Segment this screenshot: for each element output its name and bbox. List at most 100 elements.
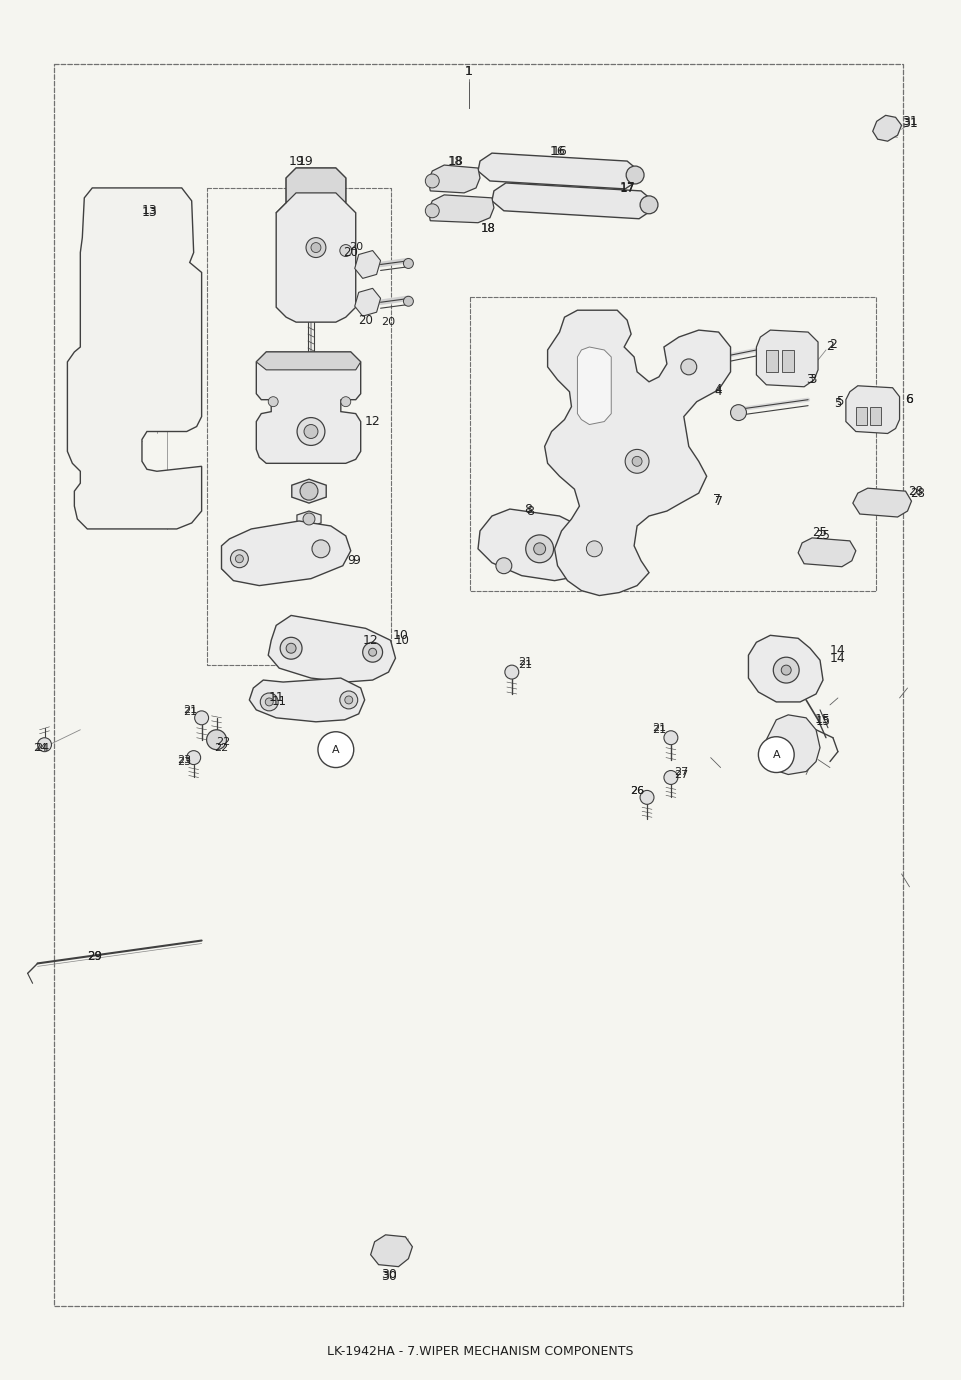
Circle shape (404, 258, 413, 269)
Text: 17: 17 (619, 182, 635, 196)
Text: 19: 19 (288, 155, 304, 167)
Circle shape (281, 638, 302, 660)
Text: 5: 5 (836, 395, 844, 408)
Polygon shape (276, 168, 356, 322)
Circle shape (231, 549, 248, 567)
Text: 20: 20 (349, 241, 363, 251)
Text: 20: 20 (343, 246, 358, 259)
Text: 30: 30 (381, 1270, 397, 1283)
Text: 12: 12 (365, 415, 381, 428)
Text: 6: 6 (905, 393, 914, 406)
Circle shape (265, 698, 273, 707)
Text: 29: 29 (86, 949, 102, 963)
Text: 12: 12 (362, 633, 379, 647)
Circle shape (640, 196, 658, 214)
Circle shape (781, 665, 791, 675)
Circle shape (505, 665, 519, 679)
Text: 1: 1 (465, 65, 473, 79)
Text: 6: 6 (905, 393, 914, 406)
Polygon shape (873, 116, 901, 141)
Polygon shape (221, 522, 351, 585)
Polygon shape (578, 346, 611, 425)
Text: 30: 30 (381, 1268, 397, 1281)
Text: 8: 8 (524, 502, 531, 516)
Text: 22: 22 (214, 742, 229, 752)
Text: A: A (333, 745, 339, 755)
Text: 27: 27 (674, 770, 688, 780)
Circle shape (426, 204, 439, 218)
Text: 18: 18 (480, 222, 495, 235)
Polygon shape (766, 715, 820, 774)
Text: 14: 14 (830, 643, 846, 657)
Bar (782, 351, 794, 371)
Circle shape (340, 244, 352, 257)
Text: 20: 20 (382, 317, 396, 327)
Circle shape (195, 711, 209, 724)
Circle shape (627, 166, 644, 184)
Circle shape (496, 558, 512, 574)
Text: 15: 15 (815, 713, 831, 726)
Polygon shape (846, 386, 899, 433)
Text: 2: 2 (826, 341, 834, 353)
Text: 14: 14 (830, 651, 846, 665)
Circle shape (268, 396, 278, 407)
Text: 21: 21 (518, 660, 531, 671)
Circle shape (632, 457, 642, 466)
Polygon shape (355, 251, 381, 279)
Circle shape (311, 243, 321, 253)
Circle shape (235, 555, 243, 563)
Circle shape (318, 731, 354, 767)
Polygon shape (286, 168, 346, 203)
Text: LK-1942HA - 7.WIPER MECHANISM COMPONENTS: LK-1942HA - 7.WIPER MECHANISM COMPONENTS (327, 1344, 633, 1358)
Polygon shape (355, 288, 381, 316)
Text: 13: 13 (142, 204, 158, 217)
Circle shape (758, 737, 794, 773)
Circle shape (300, 482, 318, 500)
Circle shape (640, 791, 654, 805)
Text: 13: 13 (142, 206, 158, 219)
Polygon shape (297, 511, 321, 527)
Circle shape (341, 396, 351, 407)
Text: 22: 22 (216, 737, 231, 747)
Circle shape (730, 404, 747, 421)
Text: 26: 26 (630, 787, 644, 796)
Circle shape (260, 693, 278, 711)
Text: 20: 20 (358, 313, 373, 327)
Text: 27: 27 (674, 766, 688, 777)
Text: 5: 5 (834, 397, 842, 410)
Text: 25: 25 (813, 526, 827, 540)
Text: A: A (773, 749, 780, 759)
Polygon shape (478, 153, 639, 189)
Text: 10: 10 (395, 633, 410, 647)
Text: 29: 29 (86, 949, 102, 963)
Circle shape (533, 542, 546, 555)
Polygon shape (249, 678, 364, 722)
Text: 10: 10 (392, 629, 408, 642)
Circle shape (37, 738, 52, 752)
Text: 3: 3 (809, 374, 817, 386)
Circle shape (680, 359, 697, 375)
Text: 4: 4 (715, 384, 723, 396)
Text: 9: 9 (347, 555, 355, 567)
Text: 8: 8 (526, 505, 533, 518)
Text: 24: 24 (36, 742, 50, 752)
Bar (870, 407, 880, 425)
Text: 23: 23 (177, 756, 191, 766)
Text: 21: 21 (652, 723, 666, 733)
Text: 15: 15 (816, 715, 830, 729)
Circle shape (303, 513, 315, 524)
Bar (856, 407, 867, 425)
Circle shape (297, 418, 325, 446)
Circle shape (362, 642, 382, 662)
Circle shape (340, 691, 357, 709)
Circle shape (304, 425, 318, 439)
Polygon shape (371, 1235, 412, 1267)
Polygon shape (852, 489, 911, 518)
Text: 21: 21 (518, 657, 531, 667)
Circle shape (286, 643, 296, 653)
Circle shape (426, 174, 439, 188)
Polygon shape (257, 352, 360, 464)
Text: 1: 1 (465, 65, 473, 79)
Text: 17: 17 (619, 181, 635, 195)
Polygon shape (429, 195, 494, 222)
